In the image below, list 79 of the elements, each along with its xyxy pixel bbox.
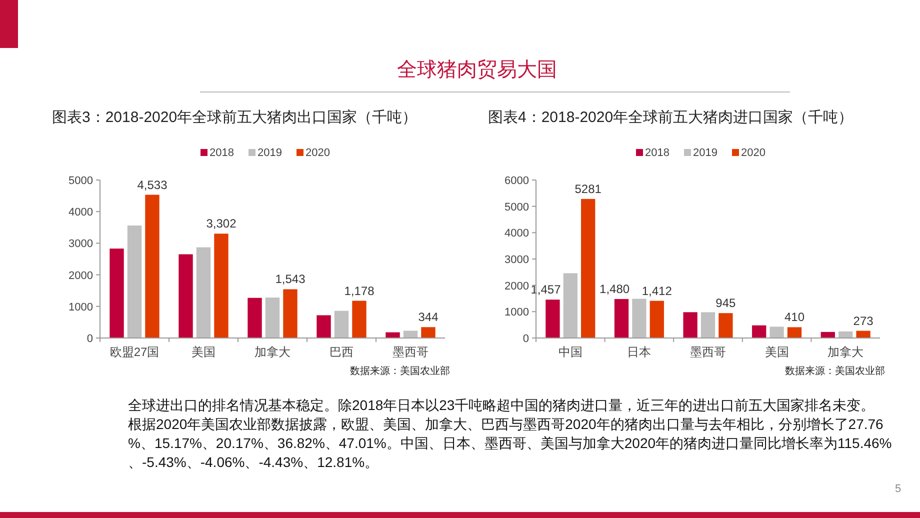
data-label: 1,480 (600, 282, 630, 296)
bar (700, 312, 716, 338)
legend-label: 2020 (741, 147, 766, 159)
bar (770, 326, 784, 338)
y-tick-label: 0 (522, 333, 529, 345)
bar (334, 310, 349, 338)
x-tick-label: 墨西哥 (392, 345, 428, 359)
bar (718, 313, 733, 338)
legend-label: 2018 (210, 147, 234, 159)
legend-label: 2020 (306, 147, 330, 159)
source-note: 数据来源：美国农业部 (350, 365, 450, 377)
bar (265, 298, 280, 338)
data-label: 945 (716, 296, 736, 310)
bar (178, 254, 193, 338)
x-tick-label: 美国 (192, 345, 216, 359)
text: 根据2020年美国农业部数据披露，欧盟、美国、加拿大、巴西与墨西哥2020年的猪肉出口量与去年相比，分别增长了27.76%、15.17%、20.17%、36.82%、47.01%。中国、日本、墨西哥、美国与加拿大2020年的猪肉进口量同比增长率为115.46%、-5.43%、-4.06%、-4.43%、12.81%。 (128, 416, 892, 470)
x-tick-label: 欧盟27国 (110, 345, 160, 359)
bar (196, 247, 211, 338)
y-tick-label: 0 (86, 333, 93, 345)
bar (752, 325, 766, 338)
y-tick-label: 3000 (68, 238, 93, 250)
x-tick-label: 美国 (764, 345, 789, 359)
x-tick-label: 日本 (627, 345, 652, 359)
data-label: 4,533 (137, 178, 168, 192)
bar (145, 194, 160, 338)
y-tick-label: 5000 (504, 201, 529, 214)
bar (214, 234, 228, 338)
bar (581, 198, 596, 338)
y-tick-label: 1000 (68, 301, 93, 314)
chart-title: 图表4：2018-2020年全球前五大猪肉进口国家（千吨） (488, 109, 854, 126)
bar (316, 315, 331, 338)
bar (614, 299, 629, 338)
y-tick-label: 3000 (504, 254, 529, 266)
y-tick-label: 6000 (504, 175, 529, 187)
x-tick-label: 中国 (558, 345, 582, 359)
data-label: 5281 (574, 182, 602, 196)
bar (110, 248, 124, 338)
bar (283, 289, 298, 338)
bar (683, 312, 698, 338)
bar (403, 330, 418, 338)
y-tick-label: 4000 (504, 228, 529, 240)
y-tick-label: 1000 (504, 306, 529, 319)
bar (421, 327, 436, 338)
data-label: 3,302 (206, 216, 237, 231)
data-label: 1,457 (530, 282, 562, 297)
bar (838, 331, 853, 338)
bar (386, 332, 400, 338)
x-tick-label: 巴西 (330, 345, 354, 359)
bar (563, 273, 578, 338)
y-tick-label: 2000 (68, 270, 93, 282)
x-tick-label: 加拿大 (828, 345, 864, 359)
bar (787, 327, 802, 338)
bar (650, 300, 664, 338)
bar (632, 298, 646, 338)
text: 全球猪肉贸易大国 (397, 59, 557, 81)
bar (546, 300, 560, 338)
text: 5 (895, 483, 902, 495)
bar (248, 298, 262, 338)
text: 全球进出口的排名情况基本稳定。除2018年日本以23千吨略超中国的猪肉进口量，近三年的进出口前五大国家排名未变。 (128, 397, 875, 413)
legend-label: 2018 (645, 147, 670, 159)
legend-label: 2019 (258, 147, 282, 159)
data-label: 1,178 (344, 284, 375, 298)
data-label: 1,543 (275, 272, 306, 286)
data-label: 1,412 (642, 284, 672, 298)
bar (820, 332, 835, 338)
data-label: 344 (418, 310, 439, 324)
legend-label: 2019 (693, 147, 718, 159)
chart-title: 图表3：2018-2020年全球前五大猪肉出口国家（千吨） (52, 109, 418, 126)
y-tick-label: 2000 (504, 280, 529, 292)
bar (352, 300, 366, 338)
source-note: 数据来源：美国农业部 (785, 365, 885, 377)
y-tick-label: 4000 (68, 206, 93, 219)
bar (856, 330, 870, 338)
x-tick-label: 加拿大 (254, 345, 290, 359)
data-label: 410 (784, 310, 805, 324)
x-tick-label: 墨西哥 (690, 345, 726, 359)
y-tick-label: 5000 (68, 175, 93, 187)
bar (127, 226, 142, 338)
data-label: 273 (853, 314, 874, 328)
